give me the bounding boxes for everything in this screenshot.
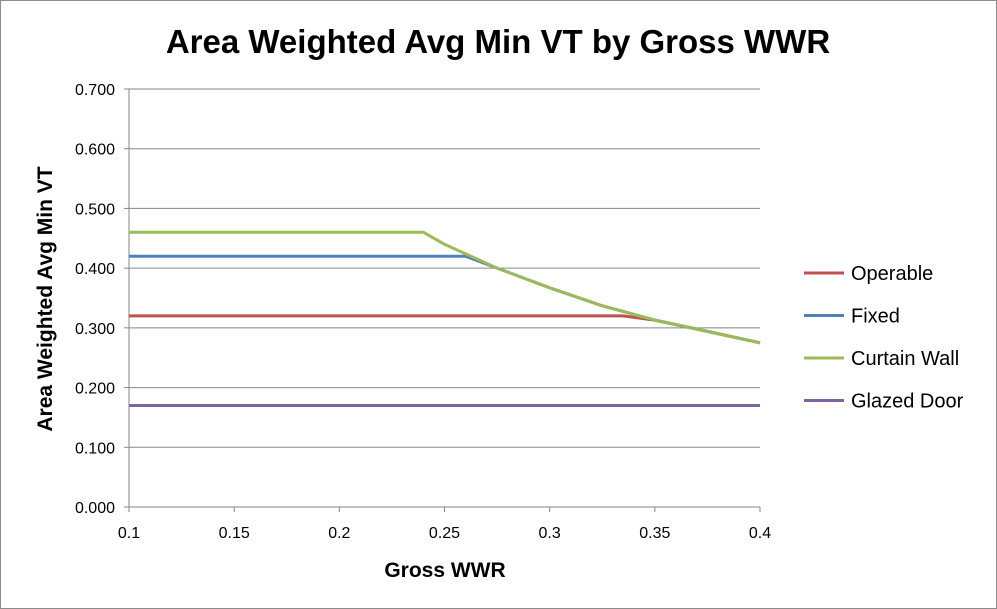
y-tick-label: 0.600: [75, 142, 115, 159]
x-tick-label: 0.25: [429, 525, 460, 542]
axes: [124, 88, 761, 512]
series-line-fixed: [129, 254, 761, 345]
legend-label-glazed-door: Glazed Door: [851, 391, 964, 413]
x-tick-labels: 0.1 0.15 0.2 0.25 0.3 0.35 0.4: [118, 525, 771, 542]
series-line-curtain-wall: [129, 230, 761, 345]
gridlines: [129, 88, 760, 448]
x-tick-label: 0.2: [328, 525, 350, 542]
y-axis-title: Area Weighted Avg Min VT: [34, 166, 57, 431]
y-tick-label: 0.700: [75, 82, 115, 99]
y-tick-label: 0.300: [75, 321, 115, 338]
x-axis-title: Gross WWR: [384, 559, 505, 582]
x-tick-label: 0.15: [219, 525, 250, 542]
y-tick-label: 0.000: [75, 500, 115, 517]
x-tick-label: 0.1: [118, 525, 140, 542]
series-line-operable: [129, 314, 761, 345]
legend-label-curtain-wall: Curtain Wall: [851, 348, 959, 370]
y-tick-label: 0.400: [75, 261, 115, 278]
y-tick-label: 0.100: [75, 440, 115, 457]
series-lines: [129, 230, 761, 407]
legend-label-fixed: Fixed: [851, 306, 900, 328]
chart-title: Area Weighted Avg Min VT by Gross WWR: [166, 23, 831, 60]
y-tick-labels: 0.000 0.100 0.200 0.300 0.400 0.500 0.600 0.700: [75, 82, 115, 517]
x-tick-label: 0.3: [539, 525, 561, 542]
legend: Operable Fixed Curtain Wall Glazed Door: [804, 263, 964, 413]
legend-label-operable: Operable: [851, 263, 933, 285]
y-tick-label: 0.500: [75, 201, 115, 218]
y-tick-label: 0.200: [75, 381, 115, 398]
x-tick-label: 0.35: [639, 525, 670, 542]
x-tick-label: 0.4: [749, 525, 771, 542]
